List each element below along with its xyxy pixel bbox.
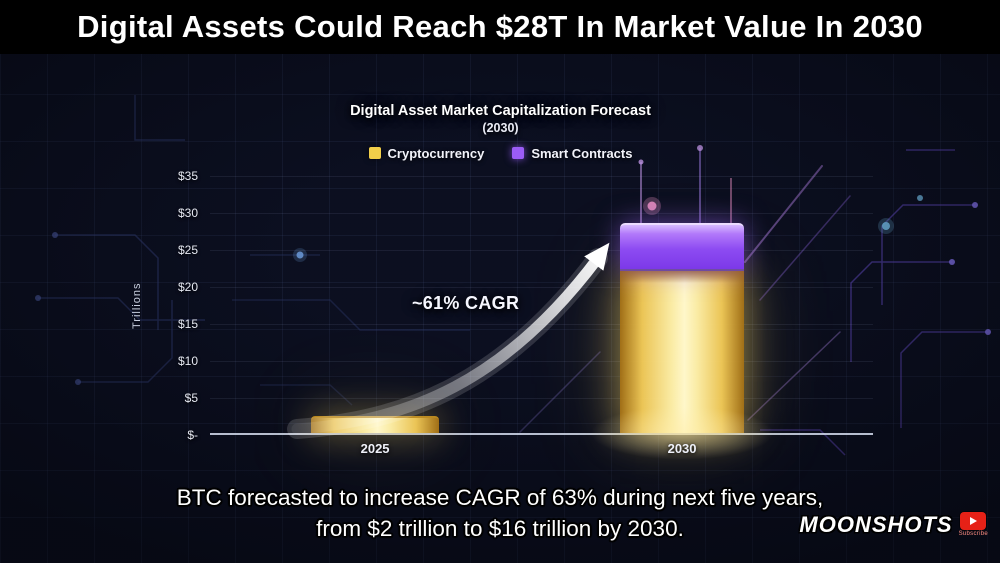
- y-tick-label: $20: [177, 280, 198, 294]
- chart-subtitle: (2030): [482, 121, 519, 135]
- header-bar: Digital Assets Could Reach $28T In Marke…: [0, 0, 1000, 54]
- bar-segment-cryptocurrency: [620, 271, 745, 433]
- play-icon: [970, 517, 978, 525]
- y-tick-label: $35: [177, 169, 198, 183]
- legend-label-cryptocurrency: Cryptocurrency: [387, 145, 485, 161]
- y-tick-label: $10: [177, 354, 198, 368]
- bar-segment-cryptocurrency: [311, 416, 440, 433]
- x-axis-label: 2030: [667, 441, 697, 456]
- channel-branding: MOONSHOTS Subscribe: [799, 512, 988, 538]
- chart-panel: Digital Asset Market Capitalization Fore…: [128, 102, 873, 460]
- y-tick-label: $15: [177, 317, 198, 331]
- plot-area: 2025 2030: [210, 176, 873, 460]
- caption-line-1: BTC forecasted to increase CAGR of 63% d…: [176, 485, 824, 510]
- chart-title: Digital Asset Market Capitalization Fore…: [350, 103, 651, 119]
- youtube-badge-icon: [960, 512, 987, 530]
- legend-label-smart-contracts: Smart Contracts: [531, 145, 633, 161]
- x-axis-label: 2025: [360, 441, 390, 456]
- y-tick-label: $25: [177, 243, 198, 257]
- bar-segment-smart-contracts: [620, 223, 745, 272]
- page-title: Digital Assets Could Reach $28T In Marke…: [77, 9, 923, 44]
- legend-item-smart-contracts: Smart Contracts: [512, 146, 632, 161]
- legend-item-cryptocurrency: Cryptocurrency: [368, 145, 485, 161]
- cryptocurrency-swatch-icon: [368, 147, 381, 159]
- channel-logo-text: MOONSHOTS: [799, 512, 953, 537]
- y-tick-label: $5: [184, 391, 198, 405]
- subscribe-label: Subscribe: [958, 531, 988, 537]
- chart-legend: Cryptocurrency Smart Contracts: [128, 144, 873, 162]
- bar-2030: [590, 176, 775, 460]
- cagr-annotation: ~61% CAGR: [412, 293, 520, 313]
- smart-contracts-swatch-icon: [512, 147, 525, 159]
- y-tick-label: $-: [187, 428, 198, 442]
- y-axis-title: Trillions: [131, 282, 143, 329]
- youtube-subscribe-icon: Subscribe: [959, 512, 988, 538]
- y-axis-ticks: $- $5 $10 $15 $20 $25 $30 $35: [146, 169, 210, 442]
- y-tick-label: $30: [177, 206, 198, 220]
